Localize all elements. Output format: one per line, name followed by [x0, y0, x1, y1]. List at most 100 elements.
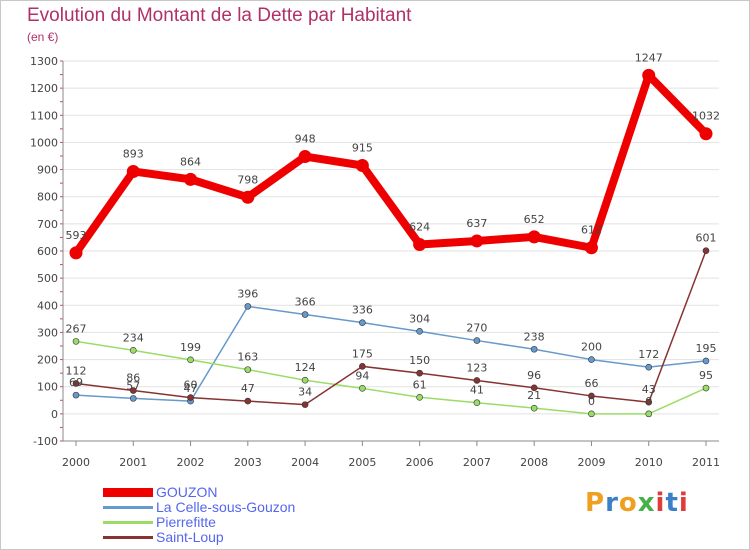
data-label: 0 [645, 395, 652, 408]
chart-unit: (en €) [27, 30, 59, 44]
data-label: 123 [466, 361, 487, 374]
x-tick-label: 2010 [635, 456, 663, 469]
y-tick-label: 1100 [30, 109, 58, 122]
data-label: 195 [696, 342, 717, 355]
y-tick-label: 600 [37, 245, 58, 258]
x-tick-label: 2004 [291, 456, 319, 469]
data-point [241, 190, 255, 204]
legend-swatch [103, 488, 153, 497]
data-label: 200 [581, 341, 602, 354]
data-point [645, 398, 653, 406]
data-label: 893 [123, 147, 144, 160]
legend-label: GOUZON [156, 484, 218, 500]
data-label: 47 [184, 382, 198, 395]
data-point [359, 385, 366, 392]
logo-letter: t [665, 488, 679, 518]
data-label: 234 [123, 331, 144, 344]
data-point [530, 384, 538, 392]
data-label: 43 [642, 383, 656, 396]
data-point [416, 369, 423, 377]
data-label: 0 [588, 395, 595, 408]
data-label: 86 [126, 372, 140, 385]
data-label: 150 [409, 354, 430, 367]
data-label: 864 [180, 155, 201, 168]
data-point [416, 328, 423, 335]
data-label: 267 [66, 322, 87, 335]
series-line [72, 71, 710, 257]
legend-swatch [103, 506, 153, 509]
data-label: 652 [524, 213, 545, 226]
data-point [584, 241, 598, 255]
logo-letter: i [678, 488, 689, 518]
legend-label: La Celle-sous-Gouzon [156, 499, 296, 515]
series-line [75, 305, 707, 402]
x-tick-label: 2002 [177, 456, 205, 469]
y-tick-label: 1200 [30, 82, 58, 95]
x-tick-label: 2000 [62, 456, 90, 469]
x-tick-label: 2009 [577, 456, 605, 469]
legend-label: Saint-Loup [156, 529, 224, 545]
data-point [699, 127, 713, 141]
data-point [642, 68, 656, 82]
logo-letter: o [618, 488, 638, 518]
data-label: 163 [237, 351, 258, 364]
data-label: 304 [409, 312, 430, 325]
data-point [473, 337, 481, 344]
data-point [126, 164, 140, 178]
data-point [69, 246, 83, 260]
y-tick-label: 500 [37, 272, 58, 285]
data-label: 270 [466, 322, 487, 335]
data-label: 798 [237, 173, 258, 186]
data-label: 96 [527, 369, 541, 382]
data-label: 61 [413, 378, 427, 391]
y-tick-label: -100 [33, 435, 58, 448]
legend-swatch [103, 536, 153, 539]
data-point [129, 395, 137, 402]
data-label: 915 [352, 142, 373, 155]
data-point [588, 410, 595, 418]
data-point [244, 366, 252, 373]
proxiti-logo: Proxiti [585, 488, 689, 518]
data-label: 34 [298, 386, 312, 399]
data-point [473, 399, 481, 407]
data-point [355, 159, 369, 172]
data-point [702, 247, 710, 255]
x-tick-label: 2011 [692, 456, 720, 469]
logo-letter: i [655, 488, 666, 518]
x-tick-label: 2008 [520, 456, 548, 469]
data-label: 175 [352, 347, 373, 360]
data-point [129, 347, 137, 354]
data-point [530, 404, 538, 412]
data-point [702, 384, 710, 392]
data-label: 112 [66, 364, 87, 377]
data-point [470, 234, 484, 248]
x-tick-label: 2003 [234, 456, 262, 469]
data-point [359, 363, 366, 370]
data-label: 238 [524, 330, 545, 343]
data-label: 366 [295, 296, 316, 309]
data-point [301, 311, 309, 318]
data-point [473, 377, 481, 384]
data-point [244, 397, 252, 405]
data-point [129, 387, 137, 394]
data-label: 66 [584, 377, 598, 390]
data-point [187, 394, 194, 401]
data-label: 1032 [692, 110, 720, 123]
data-point [588, 392, 595, 400]
data-label: 593 [66, 229, 87, 242]
data-label: 601 [696, 232, 717, 245]
data-point [588, 356, 595, 363]
data-label: 637 [466, 217, 487, 230]
y-tick-label: 700 [37, 218, 58, 231]
legend-swatch [103, 521, 153, 524]
data-label: 41 [470, 384, 484, 397]
y-tick-label: 100 [37, 381, 58, 394]
data-point [645, 363, 653, 371]
x-tick-label: 2001 [119, 456, 147, 469]
data-point [413, 237, 427, 251]
data-point [72, 391, 80, 399]
y-tick-label: 1300 [30, 55, 58, 68]
data-label: 172 [638, 348, 659, 361]
data-point [184, 172, 198, 186]
